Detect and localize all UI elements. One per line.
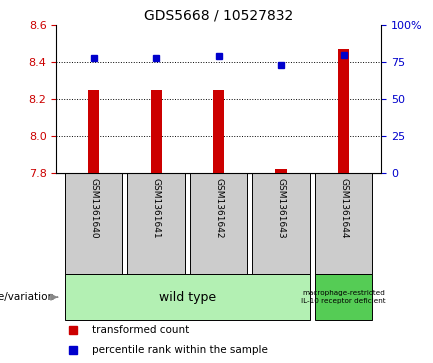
Bar xyxy=(88,90,100,173)
Text: percentile rank within the sample: percentile rank within the sample xyxy=(92,344,268,355)
Text: GSM1361641: GSM1361641 xyxy=(152,178,161,238)
Bar xyxy=(315,274,372,320)
Bar xyxy=(65,274,310,320)
Text: wild type: wild type xyxy=(159,291,216,304)
Text: genotype/variation: genotype/variation xyxy=(0,292,55,302)
Text: GSM1361643: GSM1361643 xyxy=(277,178,286,238)
Text: transformed count: transformed count xyxy=(92,325,189,335)
Text: GSM1361640: GSM1361640 xyxy=(89,178,98,238)
Bar xyxy=(338,49,349,173)
Bar xyxy=(315,173,372,274)
Text: GSM1361642: GSM1361642 xyxy=(214,178,223,238)
Text: macrophage-restricted
IL-10 receptor deficient: macrophage-restricted IL-10 receptor def… xyxy=(301,290,386,304)
Bar xyxy=(275,169,287,173)
Title: GDS5668 / 10527832: GDS5668 / 10527832 xyxy=(144,9,293,23)
Text: GSM1361644: GSM1361644 xyxy=(339,178,348,238)
Bar xyxy=(151,90,162,173)
Bar xyxy=(65,173,123,274)
Bar xyxy=(252,173,310,274)
Bar xyxy=(213,90,224,173)
Bar xyxy=(190,173,247,274)
Bar xyxy=(127,173,185,274)
